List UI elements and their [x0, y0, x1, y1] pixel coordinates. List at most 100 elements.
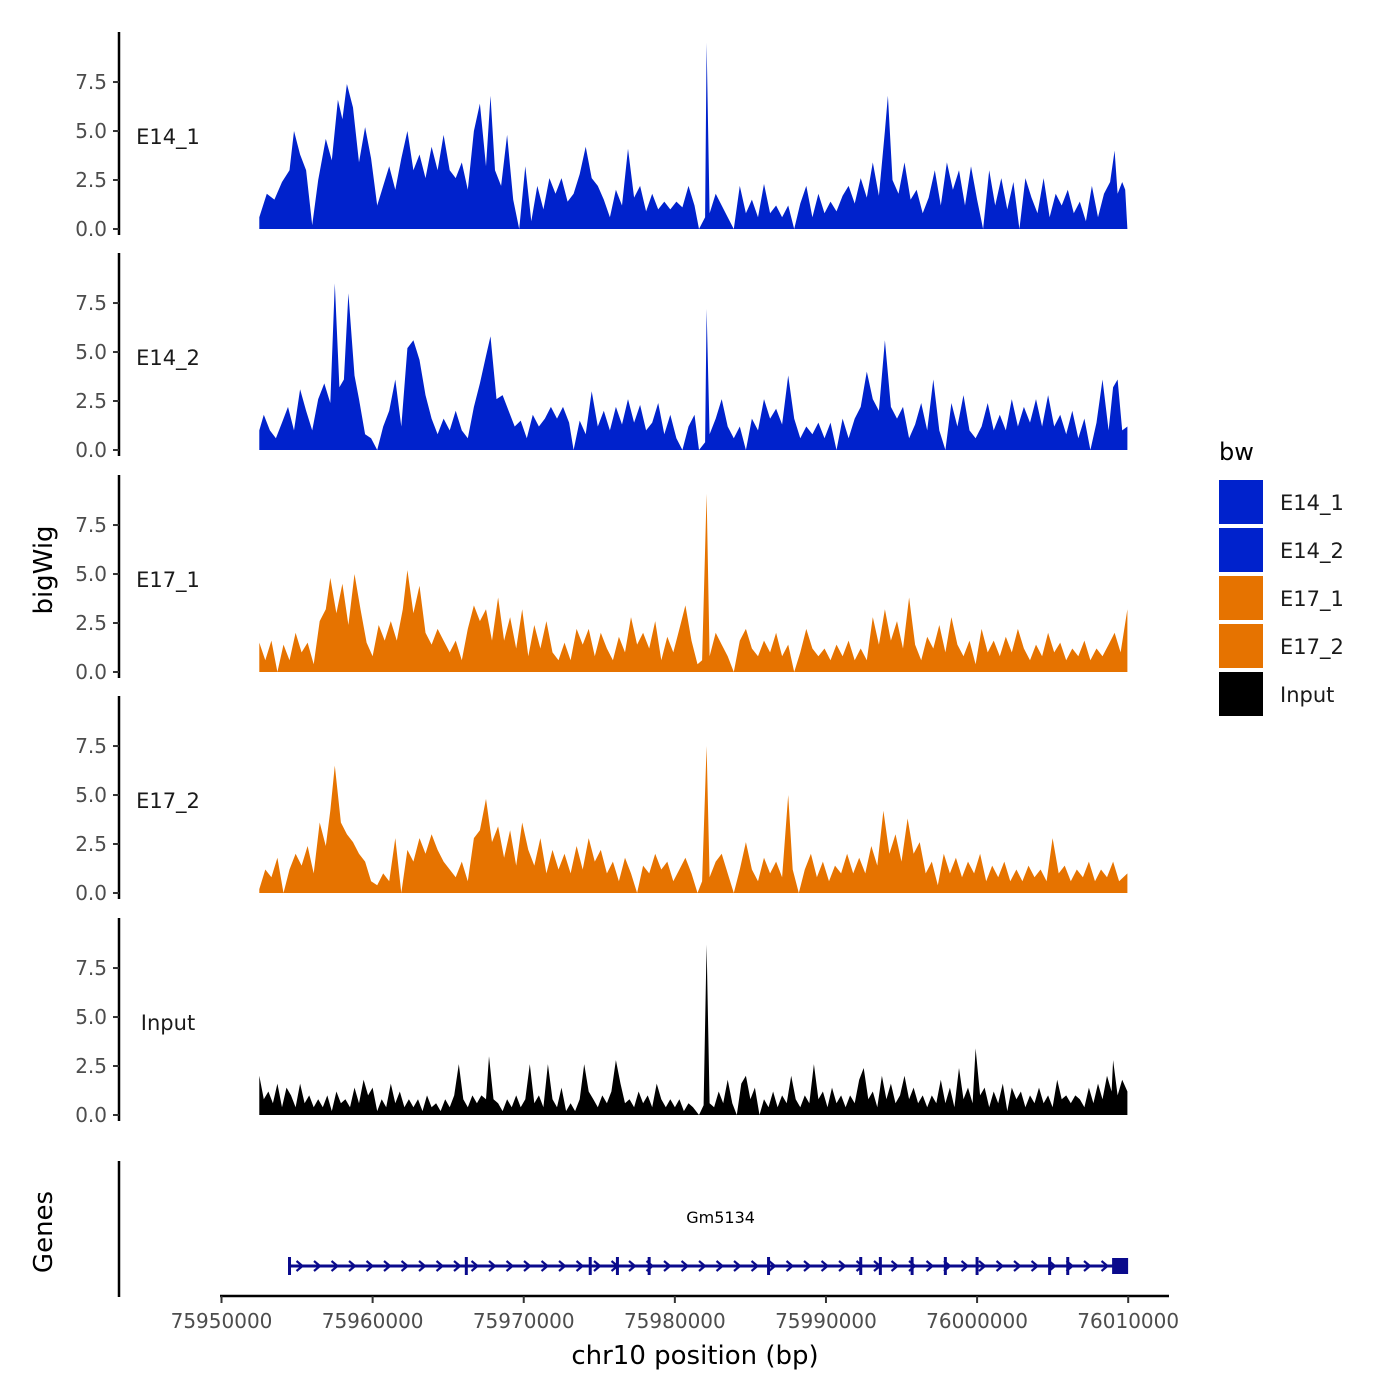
legend-swatch [1219, 480, 1263, 524]
strand-arrow [1100, 1260, 1110, 1272]
strand-arrow [680, 1260, 690, 1272]
strand-arrow [1083, 1260, 1092, 1272]
legend-label: E14_1 [1280, 491, 1344, 516]
y-tick-label: 7.5 [75, 291, 107, 315]
y-tick-label: 7.5 [75, 734, 107, 758]
strand-arrow [925, 1260, 935, 1272]
area-e17_1 [259, 493, 1128, 672]
track-e17_1: 0.0 2.5 5.0 7.5 E17_1 [75, 475, 1128, 684]
strand-arrow [785, 1260, 795, 1272]
tracks-layer: 0.0 2.5 5.0 7.5 E14_1 0.0 2.5 5.0 7.5 E14_2 0.0 2.5… [75, 32, 1128, 1127]
exon [1066, 1257, 1070, 1275]
legend-swatch [1219, 672, 1263, 716]
strand-arrow [960, 1260, 970, 1272]
strand-arrow [890, 1260, 900, 1272]
strand-arrow [628, 1260, 637, 1272]
gene-label: Gm5134 [686, 1208, 755, 1227]
strand-arrow [400, 1260, 410, 1272]
legend-label: E17_1 [1280, 587, 1344, 612]
exon [910, 1257, 914, 1275]
legend: bw E14_1 E14_2 E17_1 E17_2 Input [1219, 438, 1344, 716]
y-axis-title: bigWig [29, 525, 59, 614]
exon [464, 1257, 468, 1275]
y-tick-label: 5.0 [75, 1005, 107, 1029]
x-tick-label: 75950000 [171, 1309, 273, 1333]
area-input [259, 944, 1128, 1115]
y-tick-label: 2.5 [75, 168, 107, 192]
strand-arrow [733, 1260, 742, 1272]
strand-arrow [523, 1260, 532, 1272]
x-tick-label: 75980000 [624, 1309, 726, 1333]
x-tick-label: 75990000 [775, 1309, 877, 1333]
genes-axis-title: Genes [29, 1191, 59, 1273]
strand-arrow [838, 1260, 847, 1272]
x-tick-label: 76010000 [1077, 1309, 1179, 1333]
strand-arrow [698, 1260, 707, 1272]
track-label: E17_2 [136, 789, 200, 814]
y-tick-label: 0.0 [75, 217, 107, 241]
track-label: E14_2 [136, 346, 200, 371]
y-tick-label: 2.5 [75, 611, 107, 635]
legend-label: Input [1280, 683, 1334, 707]
exon [859, 1257, 863, 1275]
track-label: Input [141, 1011, 195, 1035]
track-label: E17_1 [136, 568, 200, 593]
strand-arrow [978, 1260, 987, 1272]
strand-arrow [803, 1260, 812, 1272]
strand-arrow [768, 1260, 777, 1272]
y-tick-label: 7.5 [75, 956, 107, 980]
area-e14_2 [259, 283, 1128, 450]
exon [588, 1257, 592, 1275]
strand-arrow [418, 1260, 427, 1272]
legend-swatch [1219, 576, 1263, 620]
area-e17_2 [259, 746, 1128, 893]
y-tick-label: 2.5 [75, 832, 107, 856]
gene-panel: Gm5134 [117, 1161, 1129, 1297]
exon [647, 1257, 651, 1275]
strand-arrow [313, 1260, 322, 1272]
y-tick-label: 0.0 [75, 881, 107, 905]
y-tick-label: 5.0 [75, 119, 107, 143]
strand-arrow [330, 1260, 340, 1272]
strand-arrow [1030, 1260, 1040, 1272]
exon [1048, 1257, 1052, 1275]
strand-arrow [715, 1260, 725, 1272]
y-tick-label: 7.5 [75, 513, 107, 537]
strand-arrow [593, 1260, 602, 1272]
y-tick-label: 0.0 [75, 438, 107, 462]
exon [878, 1257, 882, 1275]
y-tick-label: 2.5 [75, 1054, 107, 1078]
strand-arrow [663, 1260, 672, 1272]
y-tick-label: 2.5 [75, 389, 107, 413]
exon [767, 1257, 771, 1275]
exon [288, 1257, 292, 1275]
legend-swatch [1219, 528, 1263, 572]
legend-label: E17_2 [1280, 635, 1344, 660]
x-tick-label: 76000000 [926, 1309, 1028, 1333]
strand-arrow [505, 1260, 515, 1272]
x-tick-label: 75960000 [322, 1309, 424, 1333]
legend-title: bw [1219, 438, 1254, 466]
strand-arrow [348, 1260, 357, 1272]
strand-arrow [820, 1260, 830, 1272]
track-e14_2: 0.0 2.5 5.0 7.5 E14_2 [75, 253, 1128, 462]
x-axis-title: chr10 position (bp) [571, 1341, 818, 1371]
y-tick-label: 7.5 [75, 70, 107, 94]
track-input: 0.0 2.5 5.0 7.5 Input [75, 918, 1128, 1127]
strand-arrow [488, 1260, 497, 1272]
legend-label: E14_2 [1280, 539, 1344, 564]
strand-arrow [383, 1260, 392, 1272]
exon [943, 1257, 947, 1275]
y-tick-label: 0.0 [75, 1103, 107, 1127]
strand-arrow [453, 1260, 462, 1272]
track-label: E14_1 [136, 125, 200, 150]
strand-arrow [470, 1260, 480, 1272]
track-e17_2: 0.0 2.5 5.0 7.5 E17_2 [75, 696, 1128, 905]
exon [1112, 1258, 1129, 1274]
x-axis: 75950000 75960000 75970000 75980000 75990000… [171, 1294, 1179, 1333]
strand-arrow [295, 1260, 305, 1272]
area-e14_1 [259, 42, 1128, 229]
exon [975, 1257, 979, 1275]
strand-arrow [1013, 1260, 1022, 1272]
legend-swatch [1219, 624, 1263, 668]
